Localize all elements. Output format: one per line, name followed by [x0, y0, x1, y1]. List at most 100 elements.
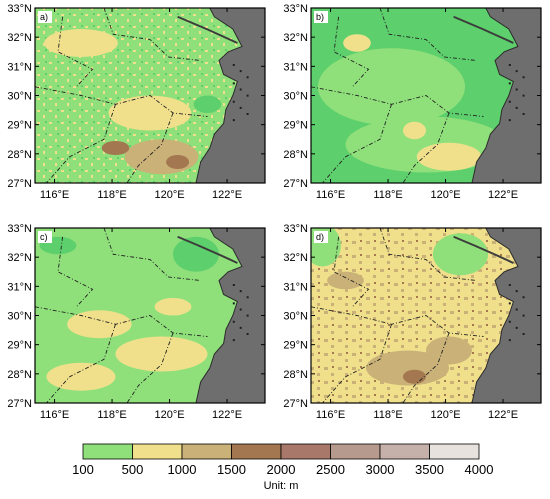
- island-mark: [232, 82, 235, 85]
- island-mark: [508, 119, 511, 122]
- province-boundary: [57, 236, 94, 308]
- island-mark: [515, 308, 518, 311]
- island-mark: [232, 339, 235, 342]
- island-mark: [239, 70, 242, 73]
- land-terrain: [311, 8, 518, 183]
- island-mark: [232, 119, 235, 122]
- coastline: [311, 8, 519, 183]
- island-mark: [246, 333, 249, 335]
- lon-label: 118°E: [373, 409, 402, 421]
- colorbar: 100 500 1000 1500 2000 2500 3000 3500 4000 Unit: …: [72, 443, 494, 492]
- lat-label: 32°N: [7, 252, 32, 264]
- province-boundary: [311, 306, 484, 337]
- island-mark: [246, 296, 249, 299]
- lon-label: 118°E: [97, 409, 126, 421]
- lon-label: 116°E: [316, 189, 345, 201]
- river-line: [453, 15, 514, 44]
- river-line: [177, 235, 238, 264]
- province-boundary: [402, 112, 450, 183]
- colorbar-swatch: [82, 443, 133, 460]
- colorbar-swatch: [181, 443, 232, 460]
- lat-label: 33°N: [283, 3, 308, 15]
- island-mark: [239, 106, 242, 109]
- province-boundary: [311, 86, 484, 117]
- lat-label: 29°N: [7, 120, 32, 132]
- lon-label: 122°E: [212, 189, 242, 201]
- island-mark: [246, 113, 249, 115]
- lat-label: 31°N: [7, 281, 32, 293]
- lat-label: 30°N: [283, 311, 308, 323]
- lat-label: 33°N: [283, 223, 308, 235]
- colorbar-tick-label: 3000: [366, 462, 395, 477]
- lat-label: 31°N: [283, 281, 308, 293]
- colorbar-swatch: [330, 443, 381, 460]
- lat-label: 28°N: [283, 369, 308, 381]
- lat-label: 27°N: [283, 398, 308, 410]
- lon-label: 120°E: [155, 189, 185, 201]
- lon-label: 120°E: [431, 409, 461, 421]
- lat-label: 31°N: [7, 61, 32, 73]
- colorbar-tick-label: 1500: [217, 462, 246, 477]
- island-mark: [239, 290, 242, 293]
- island-mark: [508, 302, 511, 305]
- island-mark: [508, 284, 511, 286]
- colorbar-tick-label: 4000: [465, 462, 494, 477]
- province-boundary: [103, 8, 201, 61]
- province-boundary: [402, 332, 450, 403]
- lat-label: 27°N: [7, 398, 32, 410]
- province-boundary: [379, 8, 477, 61]
- province-boundary: [322, 324, 392, 403]
- province-boundary: [57, 16, 94, 88]
- colorbar-unit-label: Unit: m: [264, 480, 299, 492]
- coastline: [35, 8, 243, 183]
- map-panel-4: d) 33°N 32°N 31°N 30°N 29°N 28°N 27°N 116°E 118°E…: [283, 223, 542, 421]
- lat-label: 29°N: [7, 340, 32, 352]
- panel-label: b): [316, 12, 324, 22]
- lat-label: 33°N: [7, 223, 32, 235]
- colorbar-tick-label: 100: [72, 462, 94, 477]
- lon-label: 120°E: [431, 189, 461, 201]
- island-mark: [522, 296, 525, 299]
- island-mark: [508, 100, 511, 103]
- island-mark: [246, 76, 249, 79]
- colorbar-tick-label: 1000: [168, 462, 197, 477]
- lon-label: 116°E: [40, 409, 69, 421]
- river-line: [177, 15, 238, 44]
- island-mark: [515, 70, 518, 73]
- island-mark: [232, 284, 235, 286]
- lon-label: 122°E: [212, 409, 242, 421]
- lat-label: 31°N: [283, 61, 308, 73]
- colorbar-swatch: [280, 443, 331, 460]
- island-mark: [522, 333, 525, 335]
- island-mark: [508, 82, 511, 85]
- map-panel-3: c) 33°N 32°N 31°N 30°N 29°N 28°N 27°N 116°E 118°E…: [7, 223, 266, 421]
- island-mark: [515, 106, 518, 109]
- lon-label: 118°E: [373, 189, 402, 201]
- land-terrain: [35, 228, 242, 403]
- land-terrain: [311, 228, 518, 403]
- island-mark: [515, 88, 518, 91]
- island-mark: [522, 94, 525, 97]
- lon-label: 116°E: [316, 409, 345, 421]
- panel-label: a): [40, 12, 48, 22]
- island-mark: [522, 113, 525, 115]
- lat-label: 32°N: [283, 252, 308, 264]
- lat-label: 29°N: [283, 340, 308, 352]
- island-mark: [232, 302, 235, 305]
- lat-label: 33°N: [7, 3, 32, 15]
- province-boundary: [35, 306, 208, 337]
- island-mark: [522, 76, 525, 79]
- island-mark: [508, 64, 511, 66]
- panel-label: c): [40, 232, 48, 242]
- lat-label: 30°N: [283, 91, 308, 103]
- island-mark: [515, 326, 518, 329]
- province-boundary: [379, 228, 477, 281]
- province-boundary: [126, 332, 174, 403]
- colorbar-tick-label: 2000: [267, 462, 296, 477]
- island-mark: [239, 326, 242, 329]
- lat-label: 30°N: [7, 311, 32, 323]
- province-boundary: [35, 86, 208, 117]
- province-boundary: [333, 236, 370, 308]
- lon-label: 120°E: [155, 409, 185, 421]
